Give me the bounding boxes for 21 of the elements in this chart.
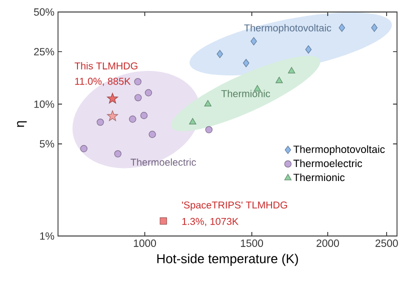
annotation: This TLMHDG (74, 62, 138, 70)
annotation: 1.3%, 1073K (182, 218, 238, 226)
y-axis-title: η (17, 121, 27, 127)
text: Thermionic (221, 90, 270, 98)
x-tick-label: 1000 (134, 240, 156, 247)
legend-label: Thermophotovoltaic (293, 145, 385, 156)
legend-label: Thermionic (293, 173, 345, 182)
x-tick-label: 1500 (240, 240, 264, 247)
text: Thermophotovoltaic (244, 24, 332, 34)
x-axis-title: Hot-side temperature (K) (157, 254, 298, 266)
x-tick-label: 2500 (376, 240, 398, 247)
y-tick-label: 25% (34, 48, 54, 56)
annotation: 11.0%, 885K (75, 78, 131, 86)
y-tick-label: 5% (40, 140, 54, 148)
y-tick-label: 1% (40, 232, 54, 240)
y-tick-label: 10% (34, 100, 54, 108)
legend-label: Thermoelectric (293, 159, 362, 168)
y-tick-label: 50% (34, 8, 54, 16)
text: Thermoelectric (130, 158, 196, 166)
x-tick-label: 2000 (316, 240, 339, 247)
annotation: 'SpaceTRIPS' TLMHDG (182, 201, 288, 210)
